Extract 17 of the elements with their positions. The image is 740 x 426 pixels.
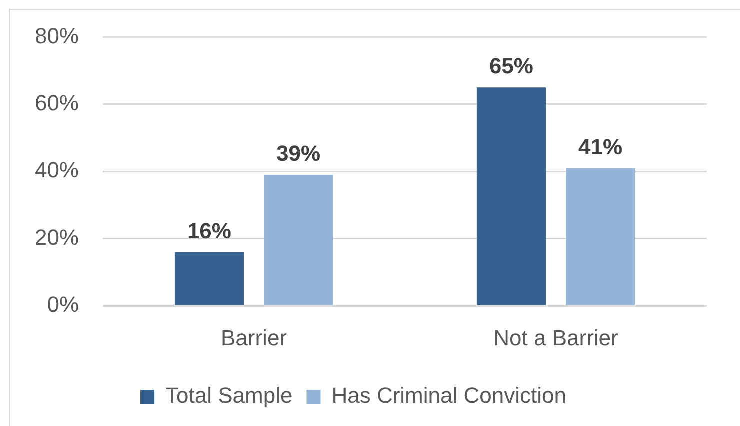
data-label: 41% [578, 134, 623, 160]
y-tick-label: 80% [34, 23, 79, 48]
y-tick-label: 20% [34, 224, 79, 250]
y-tick-label: 0% [47, 292, 79, 318]
data-label: 65% [489, 54, 534, 79]
x-tick-label: Not a Barrier [494, 325, 618, 350]
y-tick-label: 60% [34, 90, 79, 116]
bar [476, 88, 546, 306]
data-label: 16% [187, 218, 232, 244]
x-tick-label: Barrier [220, 325, 288, 350]
bar [174, 252, 244, 306]
bar [264, 174, 334, 306]
y-tick-label: 40% [34, 158, 79, 183]
legend-label: Has Criminal Conviction [332, 383, 566, 408]
legend-label: Total Sample [166, 383, 293, 408]
data-label: 39% [276, 141, 321, 166]
bar [566, 168, 636, 306]
